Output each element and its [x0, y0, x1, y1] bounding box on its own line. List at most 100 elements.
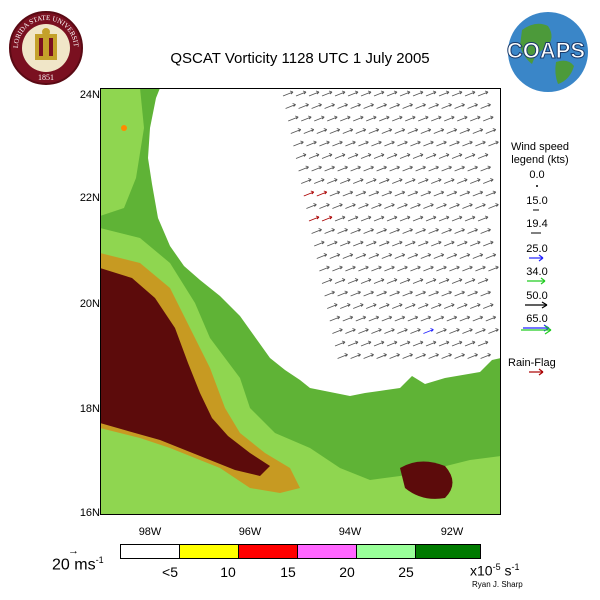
wind-vector — [407, 128, 419, 134]
wind-vector — [454, 228, 465, 234]
wind-vector — [415, 165, 426, 172]
wind-vector — [324, 103, 335, 109]
wind-vector — [459, 190, 471, 197]
wind-vector — [438, 215, 450, 222]
wind-vector — [381, 315, 393, 322]
wind-vector — [347, 215, 359, 222]
wind-vector — [285, 103, 296, 109]
wind-vector — [423, 328, 434, 334]
wind-vector — [303, 190, 315, 197]
wind-vector — [433, 128, 445, 134]
lon-label-94w: 94W — [338, 526, 362, 538]
wind-vector — [347, 153, 359, 159]
wind-vector — [420, 315, 432, 322]
wind-vector — [355, 128, 367, 134]
wind-vector — [368, 315, 380, 322]
wind-vector — [298, 165, 309, 172]
wind-vector — [454, 353, 465, 359]
map-title: QSCAT Vorticity 1128 UTC 1 July 2005 — [170, 50, 430, 67]
wind-vector — [425, 340, 437, 347]
wind-legend-value: 15.0 — [526, 195, 548, 207]
wind-vector — [384, 265, 395, 272]
coaps-globe-icon: COAPS — [506, 12, 588, 92]
wind-vector — [488, 328, 499, 334]
wind-vector — [457, 178, 468, 184]
wind-vector — [392, 240, 403, 247]
wind-vector — [345, 265, 356, 272]
wind-vector — [368, 190, 380, 197]
wind-vector — [431, 240, 442, 247]
scale-segment-3 — [238, 544, 299, 559]
wind-vector — [423, 140, 434, 147]
wind-vector — [410, 265, 421, 272]
wind-vector — [371, 140, 382, 147]
wind-vector — [441, 165, 452, 172]
wind-vector — [360, 215, 372, 222]
wind-vector — [462, 265, 473, 272]
wind-legend-value: 65.0 — [526, 313, 548, 325]
legend-arrow-3 — [529, 254, 544, 262]
wind-vector — [397, 328, 408, 334]
wind-vector — [386, 215, 398, 222]
wind-vector — [449, 265, 460, 272]
wind-vector — [480, 103, 491, 109]
wind-vector — [418, 178, 429, 184]
wind-vector — [457, 115, 468, 122]
wind-vector — [371, 328, 382, 334]
wind-legend-value: 50.0 — [526, 290, 548, 302]
wind-vector — [334, 153, 346, 159]
wind-vector — [340, 178, 351, 184]
wind-legend-value: 0.0 — [529, 169, 545, 181]
lat-label-22n: 22N — [79, 192, 100, 204]
wind-vector — [425, 90, 437, 97]
wind-vector — [459, 315, 471, 322]
wind-vector — [397, 265, 408, 272]
wind-vector — [420, 190, 432, 197]
wind-vector — [415, 290, 426, 297]
wind-vector — [457, 303, 468, 309]
wind-vector — [334, 90, 346, 97]
high-spot-marker — [121, 125, 127, 131]
wind-vector — [282, 90, 294, 97]
wind-vector — [477, 90, 489, 97]
wind-vector — [308, 90, 320, 97]
wind-vector — [319, 203, 330, 209]
wind-vector — [477, 340, 489, 347]
wind-vector — [293, 140, 304, 147]
wind-vector — [394, 315, 406, 322]
wind-vector — [446, 253, 458, 259]
wind-vector — [399, 278, 411, 284]
wind-vector — [298, 103, 309, 109]
coaps-logo-text: COAPS — [507, 38, 585, 63]
wind-vector — [485, 253, 497, 259]
wind-vector — [425, 215, 437, 222]
wind-vector — [394, 253, 406, 259]
wind-legend-title-line1: Wind speed — [510, 141, 570, 153]
wind-vector — [306, 140, 317, 147]
wind-vector — [441, 228, 452, 234]
wind-vector — [371, 203, 382, 209]
wind-vector — [366, 115, 377, 122]
wind-vector — [454, 165, 465, 172]
lon-label-96w: 96W — [238, 526, 262, 538]
wind-vector — [353, 240, 364, 247]
wind-vector — [353, 303, 364, 309]
wind-vector — [384, 140, 395, 147]
wind-vector — [410, 140, 421, 147]
rain-flag-arrow-icon — [529, 368, 544, 376]
wind-vector — [405, 115, 416, 122]
wind-vector — [428, 353, 439, 359]
wind-vector — [337, 165, 348, 172]
wind-vector — [485, 128, 497, 134]
wind-vector — [475, 265, 486, 272]
highest-elevation-east — [400, 461, 453, 499]
scale-units-exp: -5 — [492, 562, 501, 572]
wind-vector — [329, 253, 341, 259]
wind-vector — [327, 240, 338, 247]
wind-vector — [407, 190, 419, 197]
wind-vector — [363, 228, 374, 234]
wind-vector — [360, 278, 372, 284]
wind-vector — [485, 190, 497, 197]
wind-vector — [392, 303, 403, 309]
scale-segment-2 — [179, 544, 240, 559]
